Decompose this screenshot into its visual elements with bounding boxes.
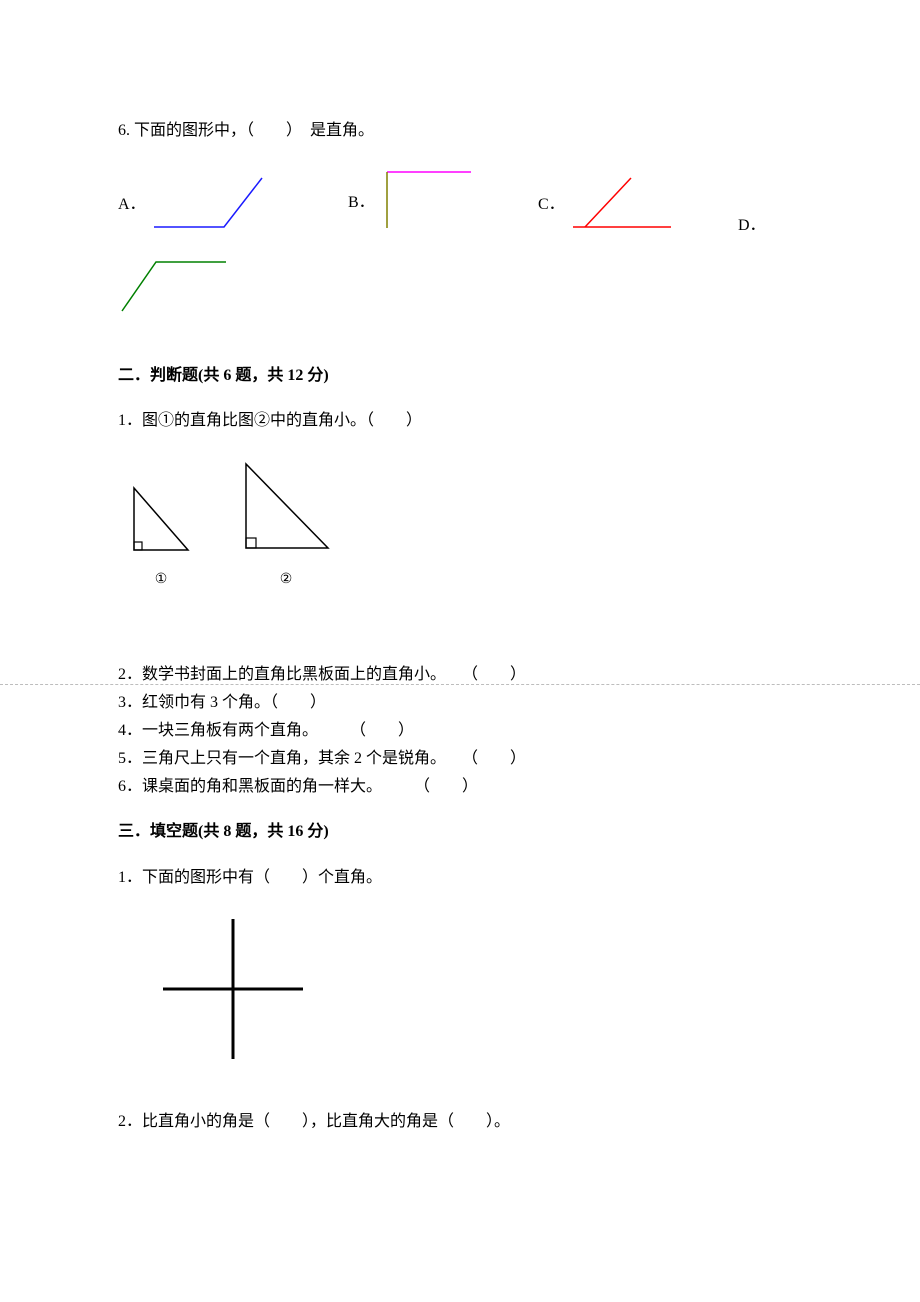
- s2-j6: 6．课桌面的角和黑板面的角一样大。 （ ）: [118, 773, 802, 801]
- option-d-figure-row: [118, 256, 802, 323]
- cross-figure: [158, 914, 802, 1073]
- option-b-label: B．: [348, 190, 375, 216]
- s3-q2-text: 2．比直角小的角是（ ），比直角大的角是（ ）。: [118, 1109, 802, 1135]
- option-d: D．: [738, 213, 768, 239]
- option-d-label: D．: [738, 213, 766, 239]
- triangle-2: ②: [236, 458, 336, 591]
- option-c: C．: [538, 172, 738, 239]
- triangle-2-label: ②: [236, 569, 336, 591]
- angle-d-icon: [118, 256, 228, 323]
- section2-title: 二．判断题(共 6 题，共 12 分): [118, 363, 802, 389]
- triangle-1-label: ①: [126, 569, 196, 591]
- page-divider-icon: [0, 684, 920, 685]
- angle-a-icon: [154, 172, 264, 239]
- triangle-1: ①: [126, 480, 196, 591]
- s2-q1-text: 1．图①的直角比图②中的直角小。（ ）: [118, 408, 802, 434]
- s3-q1-text: 1．下面的图形中有（ ）个直角。: [118, 865, 802, 891]
- s2-j5: 5．三角尺上只有一个直角，其余 2 个是锐角。 （ ）: [118, 745, 802, 773]
- option-b: B．: [348, 168, 538, 239]
- cross-icon: [158, 914, 308, 1064]
- angle-b-icon: [383, 168, 473, 239]
- s2-judgments: 2．数学书封面上的直角比黑板面上的直角小。 （ ） 3．红领巾有 3 个角。（ …: [118, 661, 802, 801]
- angle-c-icon: [573, 172, 673, 239]
- option-a: A．: [118, 172, 348, 239]
- q6-options-row: A． B． C． D．: [118, 168, 802, 239]
- triangles-row: ① ②: [126, 458, 802, 591]
- s2-j3: 3．红领巾有 3 个角。（ ）: [118, 689, 802, 717]
- option-a-label: A．: [118, 192, 146, 218]
- section3-title: 三．填空题(共 8 题，共 16 分): [118, 819, 802, 845]
- q6-text: 6. 下面的图形中，（ ） 是直角。: [118, 118, 802, 144]
- s2-j4: 4．一块三角板有两个直角。 （ ）: [118, 717, 802, 745]
- option-c-label: C．: [538, 192, 565, 218]
